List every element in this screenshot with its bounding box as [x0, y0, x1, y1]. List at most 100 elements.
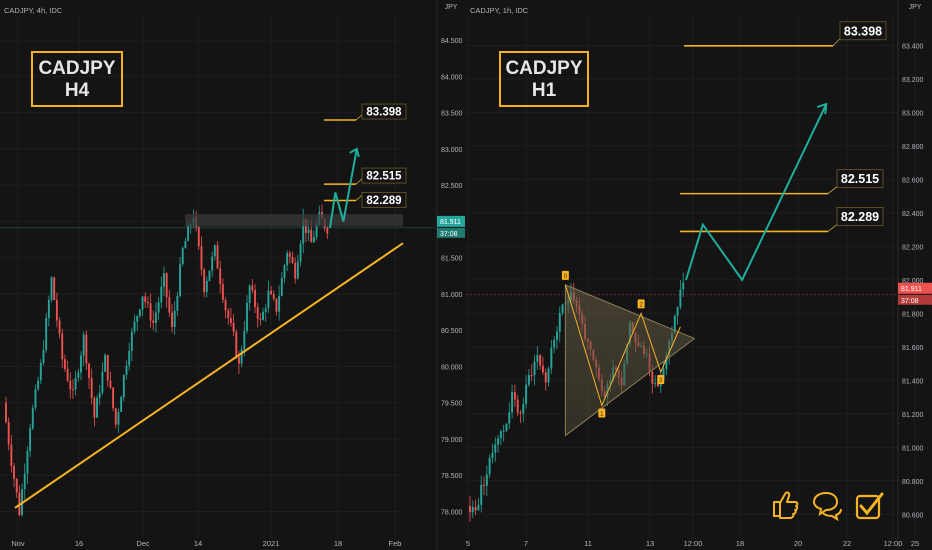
time-tick-label: 18: [334, 539, 342, 548]
thumbs-up-icon[interactable]: [773, 491, 799, 519]
level-callout-pointer: [832, 38, 841, 47]
pattern-point-label: 1: [600, 411, 604, 417]
candle-body: [525, 384, 528, 405]
price-axis[interactable]: JPY 83.400 83.200 83.000 82.800 82.600 82.400 8…: [897, 0, 924, 550]
level-label-box: [839, 21, 887, 41]
support-trendline[interactable]: [14, 242, 404, 509]
candle-body: [519, 412, 522, 414]
candle-body: [61, 333, 64, 360]
checkbox-frame: [855, 494, 881, 520]
candle-body: [104, 355, 107, 372]
last-price-value: 81.911: [901, 286, 922, 293]
candle-body: [267, 290, 270, 309]
candle-body: [117, 411, 120, 425]
candle-body: [90, 378, 93, 398]
candle-body: [326, 227, 329, 234]
title-badge-text: CADJPY: [38, 58, 115, 79]
chart-header: CADJPY, 1h, IDC: [470, 6, 529, 15]
candle-body: [197, 227, 200, 247]
projection-path[interactable]: [329, 148, 358, 229]
pattern-point-label: 0: [564, 274, 568, 280]
candle-body: [216, 245, 219, 269]
candle-body: [662, 369, 665, 379]
candle-body: [544, 372, 547, 383]
candle-body: [7, 422, 10, 445]
candle-body: [550, 347, 553, 369]
candle-body: [112, 387, 115, 409]
level-label: 82.515: [841, 172, 879, 186]
price-tick-label: 82.000: [902, 278, 924, 285]
candle-body: [66, 368, 69, 381]
candle-body: [246, 302, 248, 331]
price-tick-label: 84.500: [441, 38, 463, 45]
candle-body: [502, 430, 505, 432]
price-tick-label: 81.000: [902, 445, 924, 452]
price-tick-label: 81.400: [902, 378, 924, 385]
candle-body: [160, 286, 163, 303]
candle-body: [553, 339, 556, 348]
candle-body: [128, 350, 131, 366]
pattern-point-marker: [598, 408, 606, 418]
candle-body: [480, 484, 483, 505]
price-tick-label: 82.200: [902, 244, 924, 251]
price-axis[interactable]: JPY84.50084.00083.50083.00082.50082.0008…: [436, 0, 463, 550]
time-tick-label: Nov: [11, 539, 25, 548]
candle-body: [141, 296, 144, 310]
checkbox-icon[interactable]: [855, 492, 884, 520]
price-tick-label: 84.000: [441, 74, 463, 81]
candle-body: [469, 505, 471, 513]
price-tick-label: 80.000: [441, 364, 463, 371]
level-callout-pointer: [827, 224, 838, 232]
time-tick-label: 12:00: [684, 539, 703, 548]
candle-body: [50, 277, 53, 300]
level-label-box: [836, 169, 884, 189]
candle-body: [39, 362, 42, 381]
candle-body: [278, 295, 281, 312]
candle-body: [243, 330, 246, 350]
time-tick-label: 5: [466, 539, 470, 548]
candle-body: [13, 466, 15, 479]
candle-body: [229, 318, 232, 323]
chat-bubbles-icon[interactable]: [812, 491, 842, 522]
price-tick-label: 83.000: [441, 147, 463, 154]
candle-body: [227, 310, 230, 319]
candle-body: [656, 383, 659, 387]
price-tick-label: 79.500: [441, 401, 463, 408]
projection-path[interactable]: [685, 103, 828, 282]
candle-body: [109, 380, 112, 388]
time-tick-label: 11: [584, 539, 592, 548]
candle-body: [307, 229, 310, 233]
candle-body: [168, 297, 171, 313]
title-badge: [499, 51, 589, 107]
left-pane[interactable]: CADJPY, 4h, IDC JPY 84.500 84.000 83.500 83.0…: [0, 0, 465, 550]
time-tick-label: 20: [794, 539, 802, 548]
candle-body: [120, 397, 123, 412]
time-axis[interactable]: 5 7 11 13 12:00 18 20 22 12:00 25: [466, 539, 919, 548]
candle-body: [280, 277, 283, 296]
candle-body: [80, 355, 82, 373]
time-axis[interactable]: Nov 16 Dec 14 2021 18 Feb: [11, 539, 401, 548]
candle-body: [240, 349, 243, 364]
pattern-point-label: 2: [639, 302, 643, 308]
time-tick-label: 12:00: [884, 539, 903, 548]
candle-body: [74, 377, 77, 390]
candle-body: [208, 270, 211, 281]
candle-body: [296, 261, 299, 279]
price-tick-label: 80.500: [441, 328, 463, 335]
left-grid: [0, 16, 403, 538]
triangle-pattern[interactable]: [564, 284, 696, 437]
candle-body: [485, 474, 488, 486]
right-pane[interactable]: CADJPY, 1h, IDC JPY 83.400 83.200 83.000 82.8…: [466, 0, 932, 550]
candle-body: [238, 357, 240, 364]
time-tick-label: 14: [194, 539, 202, 548]
price-tick-label: 81.000: [441, 292, 463, 299]
candle-body: [5, 402, 7, 423]
last-price-tag[interactable]: [898, 282, 932, 294]
candle-body: [505, 423, 508, 431]
candle-body: [23, 473, 26, 489]
candle-body: [232, 322, 235, 332]
last-price-tag[interactable]: [437, 215, 465, 227]
candle-body: [173, 310, 176, 328]
candle-body: [171, 312, 173, 328]
candle-body: [93, 397, 96, 418]
